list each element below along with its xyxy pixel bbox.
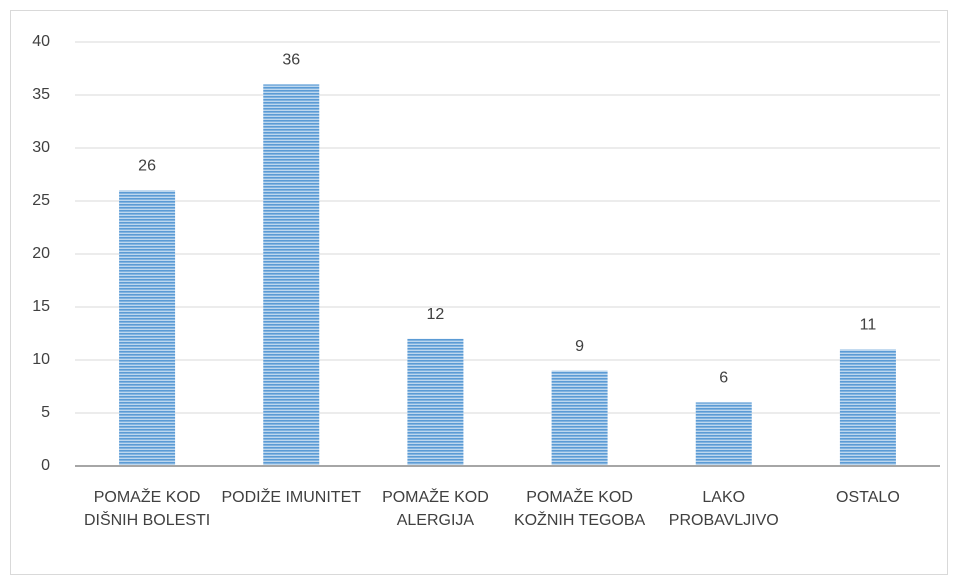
y-tick-label: 40 (32, 33, 50, 50)
data-label: 11 (860, 317, 877, 334)
bar (839, 349, 896, 466)
y-tick-label: 30 (32, 139, 50, 156)
bar (407, 338, 464, 466)
y-tick-label: 0 (41, 457, 50, 474)
chart-border (10, 10, 948, 575)
data-label: 26 (138, 158, 156, 175)
y-tick-label: 35 (32, 86, 50, 103)
data-label: 9 (575, 338, 584, 355)
y-tick-label: 5 (41, 404, 50, 421)
data-label: 12 (427, 306, 445, 323)
bar (695, 402, 752, 466)
x-tick-label: LAKO PROBAVLJIVO (668, 489, 779, 529)
bar (551, 370, 608, 466)
data-label: 6 (719, 370, 728, 387)
data-label: 36 (282, 52, 300, 69)
x-tick-label: POMAŽE KOD KOŽNIH TEGOBA (513, 489, 646, 529)
x-tick-label: OSTALO (836, 489, 900, 506)
bar (119, 190, 176, 466)
y-tick-label: 20 (32, 245, 50, 262)
x-tick-label: POMAŽE KOD ALERGIJA (382, 489, 489, 529)
x-tick-label: POMAŽE KOD DIŠNIH BOLESTI (83, 489, 211, 529)
bar (263, 84, 320, 467)
y-tick-label: 15 (32, 298, 50, 315)
y-tick-label: 25 (32, 192, 50, 209)
x-tick-label: PODIŽE IMUNITET (221, 489, 362, 506)
y-tick-label: 10 (32, 351, 50, 368)
